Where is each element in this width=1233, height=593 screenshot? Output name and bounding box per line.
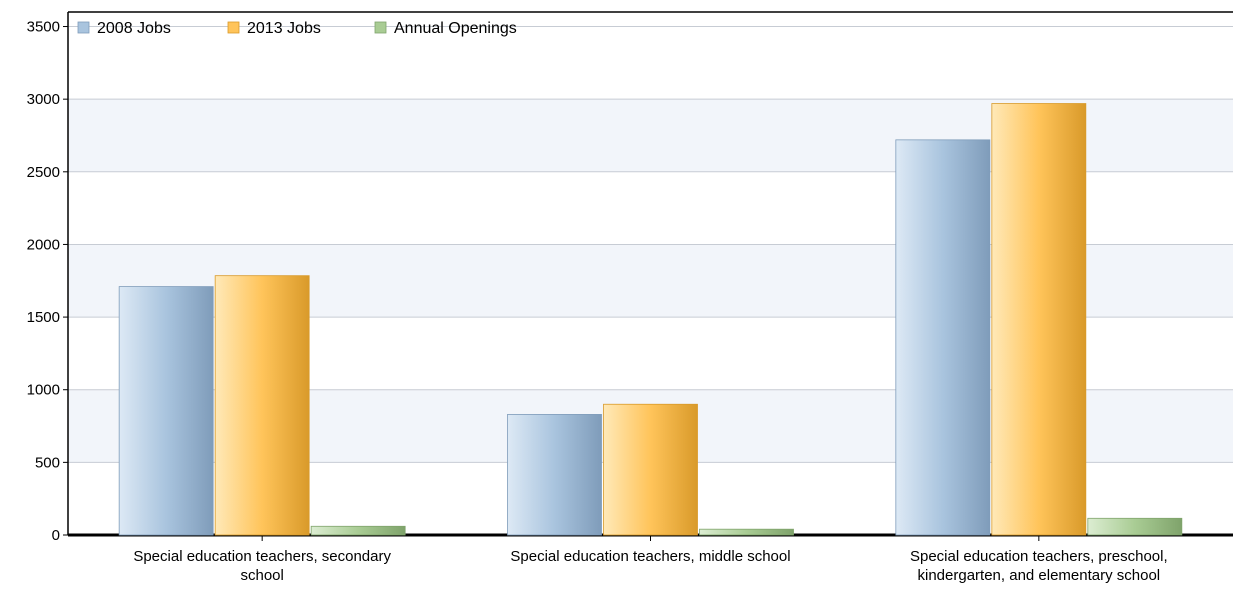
y-tick-label: 2500	[27, 164, 60, 181]
bar-2013-jobs	[214, 275, 310, 536]
grid-band	[68, 12, 1233, 27]
legend-swatch	[77, 21, 90, 34]
bar-2013-jobs	[603, 403, 698, 536]
y-tick-label: 500	[35, 454, 60, 471]
x-tick-label: school	[240, 567, 283, 584]
y-tick-label: 2000	[27, 236, 60, 253]
bars	[118, 103, 1183, 536]
y-tick-label: 1000	[27, 382, 60, 399]
x-tick-label: Special education teachers, middle schoo…	[510, 548, 790, 565]
bar-annual-openings	[310, 525, 406, 536]
bar-annual-openings	[1087, 517, 1183, 536]
bar-2013-jobs	[991, 103, 1087, 536]
x-tick-label: Special education teachers, secondary	[133, 548, 391, 565]
bar-2008-jobs	[118, 286, 214, 536]
tick-labels: 0 500 1000 1500 2000 2500 3000 3500 Special educ…	[27, 19, 1168, 584]
legend-label: 2008 Jobs	[97, 20, 171, 37]
legend-swatch	[374, 21, 387, 34]
y-tick-label: 3000	[27, 91, 60, 108]
bar-2008-jobs	[507, 414, 602, 536]
legend-label: Annual Openings	[394, 20, 517, 37]
x-tick-label: Special education teachers, preschool,	[910, 548, 1168, 565]
bar-2008-jobs	[895, 139, 991, 536]
y-tick-label: 0	[52, 527, 60, 544]
legend-label: 2013 Jobs	[247, 20, 321, 37]
legend: 2008 Jobs 2013 Jobs Annual Openings	[77, 20, 517, 37]
y-tick-label: 1500	[27, 309, 60, 326]
y-tick-label: 3500	[27, 19, 60, 36]
x-tick-label: kindergarten, and elementary school	[918, 567, 1161, 584]
legend-swatch	[227, 21, 240, 34]
bar-annual-openings	[699, 528, 794, 536]
